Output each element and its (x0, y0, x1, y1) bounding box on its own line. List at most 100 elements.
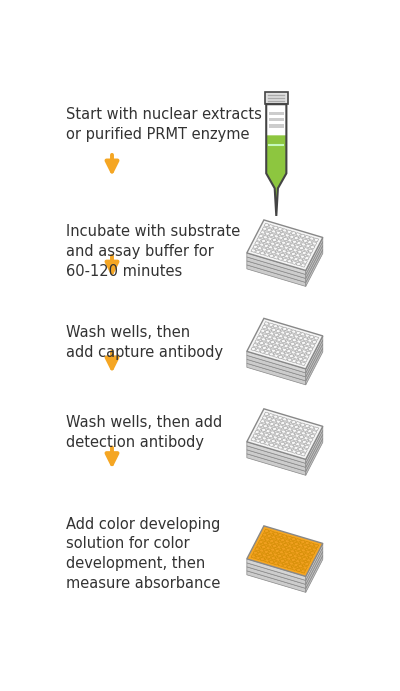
Polygon shape (287, 536, 292, 540)
Polygon shape (268, 435, 273, 438)
Polygon shape (266, 249, 271, 253)
Polygon shape (251, 347, 256, 351)
Polygon shape (306, 238, 323, 274)
Polygon shape (255, 547, 260, 551)
Polygon shape (271, 556, 276, 560)
Polygon shape (309, 237, 314, 240)
Polygon shape (294, 542, 299, 546)
Polygon shape (301, 341, 306, 345)
Polygon shape (289, 235, 294, 238)
Polygon shape (306, 435, 323, 471)
Polygon shape (285, 234, 290, 237)
Polygon shape (273, 247, 278, 251)
Polygon shape (253, 434, 258, 437)
Polygon shape (281, 339, 286, 343)
Polygon shape (310, 245, 315, 249)
Polygon shape (306, 426, 323, 464)
Polygon shape (294, 334, 299, 339)
Polygon shape (284, 435, 289, 439)
Polygon shape (273, 553, 278, 556)
Polygon shape (308, 555, 313, 558)
Polygon shape (256, 348, 260, 352)
Polygon shape (279, 245, 284, 248)
Polygon shape (256, 337, 262, 340)
Polygon shape (295, 560, 300, 563)
Polygon shape (292, 429, 297, 433)
Polygon shape (274, 444, 278, 448)
Polygon shape (277, 248, 282, 252)
Polygon shape (247, 446, 306, 467)
Polygon shape (278, 446, 283, 449)
Polygon shape (277, 437, 282, 441)
Polygon shape (292, 450, 296, 453)
Polygon shape (288, 337, 292, 341)
Polygon shape (266, 438, 271, 442)
Polygon shape (296, 340, 301, 343)
Polygon shape (285, 422, 290, 426)
Polygon shape (291, 420, 296, 424)
Polygon shape (293, 347, 298, 350)
Polygon shape (274, 333, 279, 337)
Polygon shape (293, 437, 298, 441)
Polygon shape (280, 559, 285, 562)
Polygon shape (284, 551, 289, 556)
Polygon shape (309, 335, 314, 339)
Polygon shape (282, 417, 287, 422)
Polygon shape (292, 261, 296, 265)
Polygon shape (303, 239, 308, 243)
Polygon shape (251, 437, 256, 442)
Polygon shape (291, 537, 296, 541)
Polygon shape (262, 437, 267, 440)
Text: Start with nuclear extracts
or purified PRMT enzyme: Start with nuclear extracts or purified … (66, 107, 261, 142)
Polygon shape (264, 223, 269, 227)
Polygon shape (298, 336, 303, 340)
Polygon shape (294, 446, 298, 450)
Polygon shape (280, 538, 285, 542)
Polygon shape (260, 350, 265, 354)
Polygon shape (274, 561, 278, 565)
Polygon shape (263, 236, 268, 239)
Polygon shape (269, 225, 274, 228)
Polygon shape (271, 439, 276, 443)
Polygon shape (296, 538, 301, 542)
Polygon shape (264, 442, 270, 445)
Polygon shape (261, 239, 266, 243)
Polygon shape (270, 340, 275, 344)
Polygon shape (289, 256, 294, 260)
Polygon shape (300, 423, 305, 426)
Polygon shape (274, 354, 278, 357)
Polygon shape (302, 252, 307, 255)
Polygon shape (255, 340, 260, 343)
Polygon shape (270, 548, 275, 551)
Polygon shape (260, 231, 265, 234)
Polygon shape (291, 350, 296, 354)
Polygon shape (276, 441, 280, 444)
Polygon shape (258, 540, 263, 544)
Polygon shape (276, 338, 282, 341)
Polygon shape (304, 553, 308, 557)
Polygon shape (247, 454, 306, 475)
Polygon shape (303, 337, 308, 341)
Polygon shape (292, 546, 297, 549)
Polygon shape (306, 430, 323, 467)
Polygon shape (301, 569, 306, 573)
Polygon shape (276, 350, 280, 354)
Polygon shape (278, 355, 283, 359)
Polygon shape (247, 526, 323, 576)
Polygon shape (270, 430, 275, 435)
Polygon shape (251, 555, 256, 558)
Polygon shape (305, 424, 310, 428)
Polygon shape (294, 551, 300, 555)
Polygon shape (265, 538, 270, 542)
Polygon shape (298, 238, 303, 241)
Polygon shape (305, 541, 310, 545)
Polygon shape (314, 238, 319, 242)
Polygon shape (262, 533, 267, 536)
Polygon shape (278, 416, 282, 420)
Polygon shape (284, 254, 289, 258)
Bar (265, 93, 288, 104)
Polygon shape (292, 359, 296, 363)
Polygon shape (287, 230, 292, 234)
Polygon shape (269, 332, 274, 335)
Polygon shape (266, 240, 270, 244)
